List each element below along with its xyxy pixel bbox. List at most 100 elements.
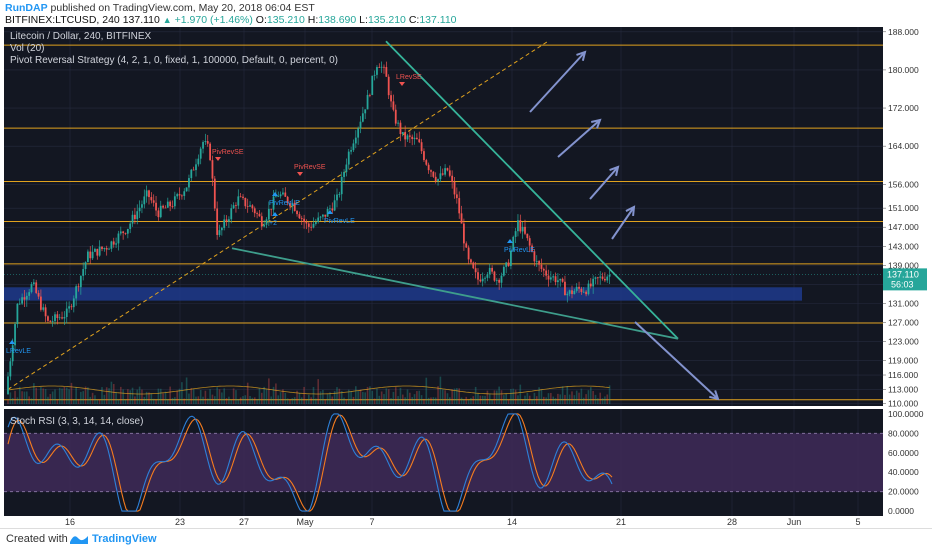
triangle-upper-line (385, 40, 679, 340)
candle-body (528, 238, 531, 246)
price-tick-label: 123.000 (888, 337, 919, 347)
candle-body (228, 219, 230, 222)
candle-body (110, 241, 113, 249)
candle-body (150, 197, 153, 201)
volume-bar (585, 394, 587, 404)
time-tick-label: 27 (239, 517, 249, 527)
candle-body (220, 227, 223, 231)
candle-body (40, 296, 42, 310)
chart-canvas[interactable]: LRevLE PivRevSE PivRevLE +2 PivRevSE PivRevLE… (0, 27, 932, 528)
candle-body (136, 211, 139, 220)
volume-bar (458, 388, 460, 404)
candle-body (171, 206, 174, 207)
volume-bar (366, 386, 369, 404)
candle-body (596, 277, 599, 279)
candle-body (578, 286, 580, 289)
volume-bar (547, 393, 550, 404)
volume-bar (192, 389, 195, 404)
main-pane[interactable] (4, 27, 883, 406)
volume-bar (493, 390, 496, 404)
candle-body (70, 306, 73, 308)
price-tick-label: 147.000 (888, 222, 919, 232)
dashed-trendline (7, 40, 549, 390)
candle-body (9, 361, 12, 377)
projection-arrows[interactable] (529, 50, 720, 401)
author-name[interactable]: RunDAP (5, 2, 48, 14)
tradingview-link[interactable]: TradingView (92, 533, 157, 545)
last-price-tag-value: 137.110 (887, 269, 919, 279)
candle-body (310, 226, 313, 228)
volume-bar (425, 377, 428, 404)
price-axis[interactable]: 188.000 180.000 172.000 164.000 156.000 151.0… (883, 27, 932, 409)
candle-body (465, 243, 468, 248)
candle-body (141, 204, 143, 208)
candle-body (56, 314, 59, 318)
candle-body (376, 67, 378, 75)
signal-label: LRevLE (6, 348, 31, 355)
candle-body (18, 303, 21, 305)
volume-bar (145, 391, 148, 404)
volume-bar (127, 389, 129, 404)
candle-body (28, 292, 31, 296)
candle-body (11, 345, 14, 362)
volume-bar (573, 395, 576, 404)
candle-body (101, 246, 103, 250)
candle-body (82, 269, 85, 276)
volume-bar (159, 388, 162, 404)
candle-body (533, 251, 536, 262)
candle-body (98, 246, 101, 256)
volume-bar (272, 386, 275, 404)
candle-body (420, 142, 423, 152)
candle-body (237, 196, 240, 206)
candle-body (119, 231, 122, 234)
volume-bar (26, 391, 28, 404)
candle-body (324, 214, 327, 217)
volume-bar (552, 396, 554, 404)
signal-marker: PivRevSE (212, 149, 244, 161)
arrow-icon (529, 50, 587, 113)
price-tick-label: 131.000 (888, 299, 919, 309)
volume-bar (312, 387, 315, 404)
candle-body (385, 67, 388, 77)
volume-bar (275, 383, 277, 404)
candle-body (129, 223, 132, 229)
signal-marker: PivRevLE (269, 192, 300, 207)
candle-body (230, 208, 233, 220)
volume-bar (30, 398, 33, 404)
volume-bar (14, 390, 16, 404)
time-tick-label: 21 (616, 517, 626, 527)
volume-bar (206, 398, 209, 404)
candle-body (157, 210, 160, 218)
volume-bar (413, 394, 416, 404)
close-label: C: (408, 14, 420, 26)
volume-bar (317, 379, 319, 404)
candle-body (282, 192, 284, 195)
triangle-drawing[interactable] (231, 40, 679, 340)
volume-bar (575, 390, 578, 404)
time-axis[interactable]: 16 23 27 May 7 14 21 28 Jun 5 (65, 517, 861, 527)
signal-marker: LRevSE (396, 74, 422, 86)
volume-bar (164, 391, 167, 404)
volume-bar (524, 395, 526, 404)
volume-bar (82, 391, 84, 404)
candle-body (188, 178, 190, 188)
volume-bar (134, 396, 136, 404)
candle-body (312, 223, 315, 228)
candle-body (148, 190, 150, 198)
volume-bar (152, 398, 155, 404)
candle-body (54, 314, 56, 322)
stoch-axis[interactable]: 100.0000 80.0000 60.0000 40.0000 20.0000 0.00… (883, 409, 932, 516)
volume-bar (195, 396, 197, 404)
volume-bar (58, 387, 61, 404)
volume-bar (228, 396, 230, 404)
price-tick-label: 110.000 (888, 399, 918, 409)
price-axis-bg (883, 27, 932, 406)
volume-bar (23, 391, 26, 404)
volume-bar (61, 388, 63, 404)
candle-body (251, 205, 254, 209)
candle-body (571, 290, 573, 295)
close-value: 137.110 (419, 14, 457, 26)
candle-body (545, 270, 548, 276)
volume-bar (397, 396, 399, 404)
candle-body (559, 278, 562, 281)
